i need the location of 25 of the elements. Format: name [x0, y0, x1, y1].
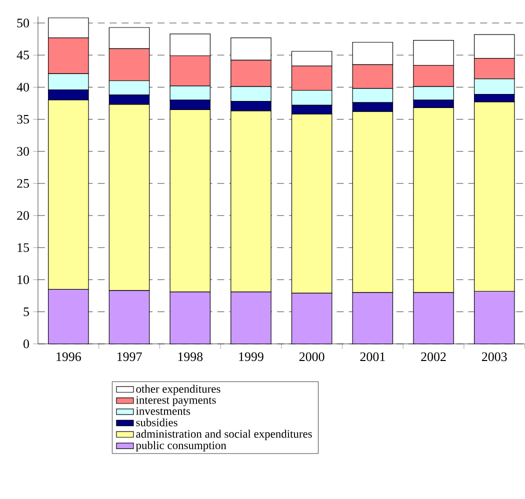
y-tick-label: 25 — [17, 179, 29, 188]
y-tick-label: 15 — [18, 243, 29, 252]
y-tick-label: 50 — [17, 18, 29, 28]
x-tick-label: 1998 — [178, 352, 203, 362]
legend-label: interest payments — [136, 396, 216, 406]
y-tick-label: 5 — [24, 308, 29, 316]
legend-label: subsidies — [136, 418, 178, 426]
y-tick-label: 45 — [16, 50, 29, 60]
y-tick-label: 0 — [24, 340, 29, 348]
x-tick-label: 2000 — [299, 352, 324, 362]
y-tick-label: 35 — [17, 115, 29, 124]
x-tick-label: 2003 — [482, 352, 507, 362]
x-tick-label: 1997 — [117, 352, 142, 362]
x-tick-label: 1996 — [56, 352, 81, 362]
legend-label: other expenditures — [136, 384, 220, 396]
legend-label: administration and social expenditures — [136, 430, 312, 440]
y-tick-label: 10 — [18, 275, 29, 284]
y-tick-label: 40 — [16, 82, 29, 92]
legend-label: public consumption — [136, 441, 226, 452]
y-tick-label: 30 — [17, 147, 29, 156]
x-tick-label: 2001 — [360, 352, 385, 362]
x-tick-label: 1999 — [239, 352, 264, 362]
legend-label: investments — [136, 407, 190, 415]
x-tick-label: 2002 — [421, 352, 446, 362]
y-tick-label: 20 — [17, 211, 29, 220]
